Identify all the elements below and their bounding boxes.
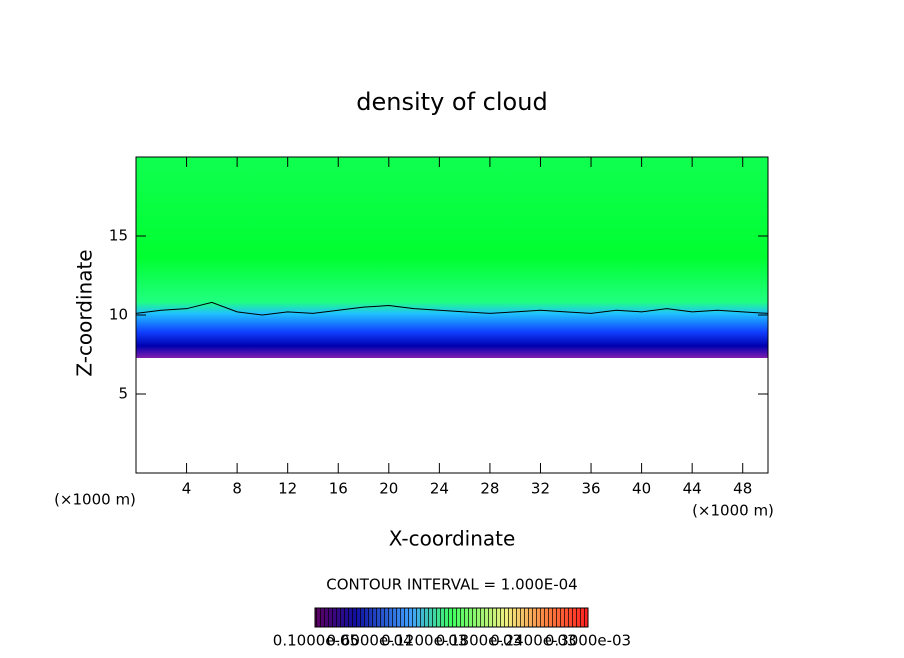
contour-line [135, 301, 769, 316]
colorbar-label: 0.2400e-03 [490, 632, 576, 650]
x-tick-label: 44 [683, 480, 702, 498]
colorbar-label: 0.1000e-05 [273, 632, 359, 650]
y-unit: (×1000 m) [54, 491, 136, 509]
x-tick-label: 24 [430, 480, 449, 498]
y-tick-label: 15 [109, 227, 128, 245]
x-tick-label: 16 [329, 480, 348, 498]
x-tick-label: 12 [278, 480, 297, 498]
x-tick-label: 28 [480, 480, 499, 498]
x-axis-label: X-coordinate [389, 527, 516, 551]
y-axis-label: Z-coordinate [73, 249, 97, 376]
colorbar-label: 0.1200e-03 [381, 632, 467, 650]
colorbar-label: 0.6000e-04 [326, 632, 412, 650]
contour-interval: CONTOUR INTERVAL = 1.000E-04 [326, 576, 577, 594]
colorbar-stripes [314, 607, 589, 628]
x-tick-label: 36 [581, 480, 600, 498]
cloud-field [136, 157, 768, 358]
x-tick-label: 20 [379, 480, 398, 498]
x-tick-label: 4 [182, 480, 192, 498]
x-tick-label: 8 [232, 480, 242, 498]
colorbar-label: 0.3000e-03 [545, 632, 631, 650]
x-unit: (×1000 m) [692, 502, 774, 520]
x-tick-label: 32 [531, 480, 550, 498]
x-tick-label: 40 [632, 480, 651, 498]
colorbar-label: 0.1800e-03 [436, 632, 522, 650]
y-tick-label: 5 [118, 385, 128, 403]
chart-title: density of cloud [356, 88, 547, 116]
y-tick-label: 10 [109, 306, 128, 324]
x-tick-label: 48 [733, 480, 752, 498]
